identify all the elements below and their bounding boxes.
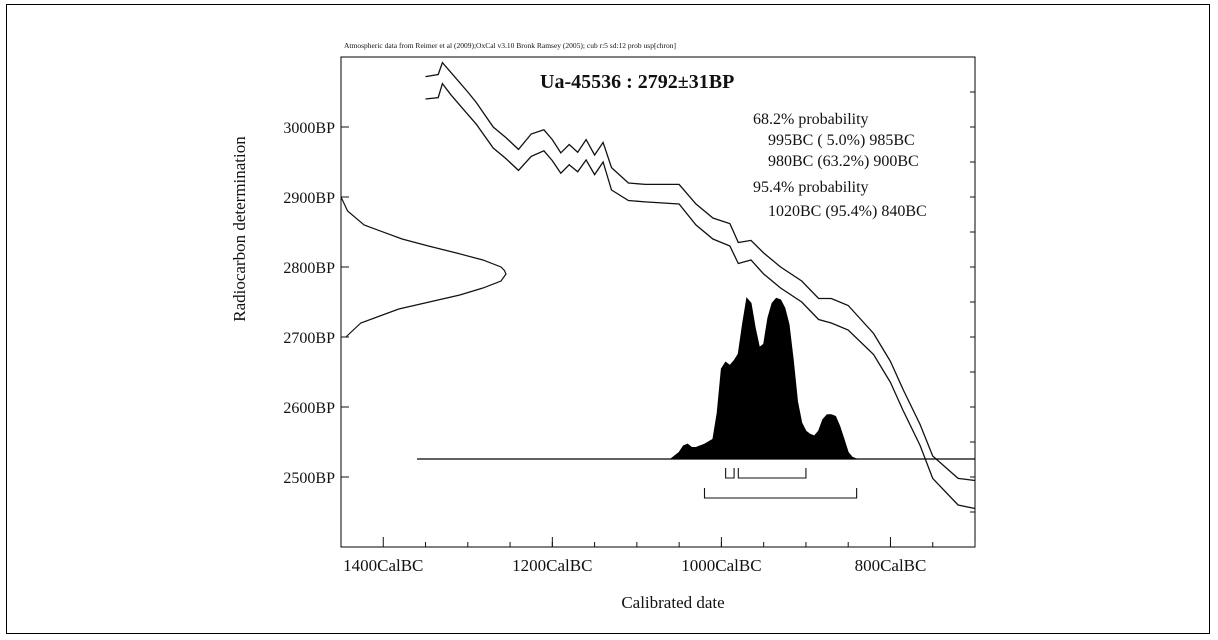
x-tick-label: 1400CalBC bbox=[343, 556, 423, 575]
annotation-block: 68.2% probability 995BC ( 5.0%) 985BC 98… bbox=[753, 111, 927, 220]
y-axis-ticks: 3000BP 2900BP 2800BP 2700BP 2600BP 2500BP bbox=[283, 91, 975, 513]
annotation-range68-b: 980BC (63.2%) 900BC bbox=[768, 153, 919, 170]
figure-frame bbox=[6, 4, 1210, 634]
calibration-curve-upper bbox=[425, 61, 976, 482]
y-tick-label: 2600BP bbox=[283, 400, 335, 417]
x-tick-label: 1000CalBC bbox=[681, 556, 761, 575]
y-tick-label: 2800BP bbox=[283, 260, 335, 277]
y-axis-label: Radiocarbon determination bbox=[230, 136, 249, 322]
y-tick-label: 2700BP bbox=[283, 330, 335, 347]
y-tick-label: 2500BP bbox=[283, 470, 335, 487]
radiocarbon-measurement-distribution bbox=[340, 196, 507, 338]
range-bar-68 bbox=[737, 468, 807, 479]
range-bar-68 bbox=[725, 468, 735, 479]
annotation-range68-a: 995BC ( 5.0%) 985BC bbox=[768, 132, 915, 149]
annotation-range95: 1020BC (95.4%) 840BC bbox=[768, 203, 927, 220]
chart-title: Ua-45536 : 2792±31BP bbox=[540, 71, 734, 93]
calibrated-date-distribution bbox=[417, 297, 975, 460]
x-axis-ticks: 1400CalBC 1200CalBC 1000CalBC 800CalBC bbox=[343, 537, 976, 575]
x-axis-label: Calibrated date bbox=[621, 593, 724, 612]
x-tick-label: 800CalBC bbox=[855, 556, 927, 575]
y-tick-label: 3000BP bbox=[283, 120, 335, 137]
range-bar-95 bbox=[703, 488, 858, 499]
annotation-prob68: 68.2% probability bbox=[753, 111, 869, 128]
range-bars-68 bbox=[725, 468, 807, 479]
range-bars-95 bbox=[703, 488, 858, 499]
annotation-prob95: 95.4% probability bbox=[753, 179, 869, 196]
header-note: Atmospheric data from Reimer et al (2009… bbox=[344, 41, 676, 50]
calibration-curve-lower bbox=[425, 82, 976, 510]
x-tick-label: 1200CalBC bbox=[512, 556, 592, 575]
y-tick-label: 2900BP bbox=[283, 190, 335, 207]
plot-frame bbox=[340, 56, 976, 548]
